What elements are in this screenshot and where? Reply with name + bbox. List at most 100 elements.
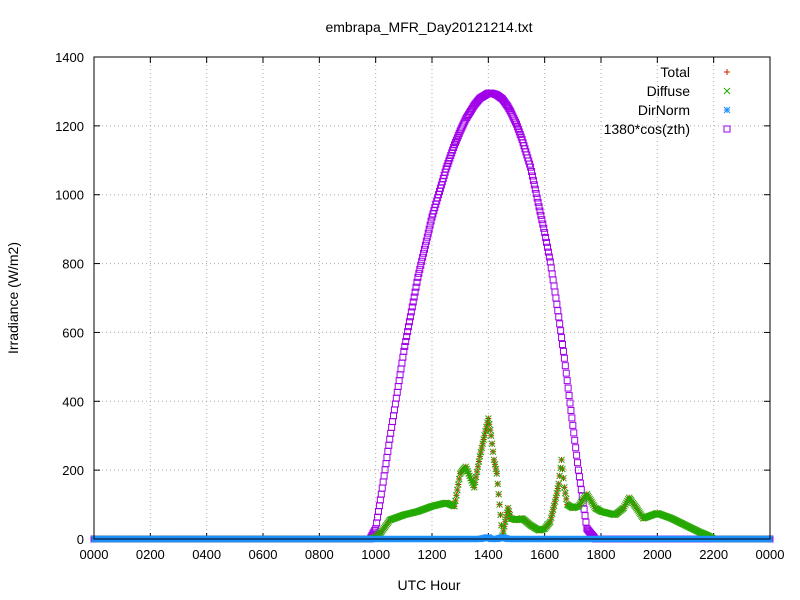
data-point [549, 506, 557, 514]
x-tick-label: 0000 [756, 547, 785, 562]
data-point [529, 176, 537, 184]
data-point [512, 118, 520, 126]
data-point [385, 441, 393, 449]
y-tick-label: 1000 [55, 188, 84, 203]
x-axis-label: UTC Hour [397, 577, 460, 593]
data-point [574, 466, 582, 474]
data-point [511, 116, 519, 124]
data-point [410, 293, 418, 301]
data-point [572, 444, 580, 452]
data-point [464, 467, 472, 475]
x-tick-label: 0000 [80, 547, 109, 562]
y-tick-label: 600 [62, 325, 84, 340]
data-point [484, 415, 492, 422]
x-tick-label: 0200 [136, 547, 165, 562]
legend-label: Total [660, 64, 690, 80]
data-point [551, 498, 559, 506]
data-point [559, 340, 567, 348]
data-point [552, 294, 560, 302]
x-tick-label: 1400 [474, 547, 503, 562]
data-point [455, 475, 463, 483]
data-point [561, 489, 569, 497]
data-point [549, 276, 557, 284]
x-tick-label: 1200 [418, 547, 447, 562]
data-point [416, 265, 424, 273]
data-point [556, 472, 564, 480]
data-point [550, 282, 558, 290]
data-point [531, 185, 539, 193]
data-point [581, 512, 589, 520]
y-tick-label: 200 [62, 463, 84, 478]
data-point [390, 406, 398, 414]
data-point [481, 431, 488, 439]
data-point [477, 448, 485, 456]
data-point [476, 453, 484, 460]
data-point [396, 371, 404, 379]
x-tick-label: 1800 [587, 547, 616, 562]
data-point [408, 303, 416, 311]
data-point [576, 479, 584, 487]
data-point [575, 473, 583, 481]
y-tick-label: 0 [77, 532, 84, 547]
data-point [573, 451, 581, 459]
data-point [406, 313, 414, 321]
data-point [465, 470, 472, 477]
data-point [452, 497, 459, 505]
data-point [530, 181, 538, 189]
series-0 [91, 415, 773, 542]
data-point [544, 248, 552, 256]
data-point [485, 420, 493, 428]
data-point [388, 423, 396, 431]
data-point [577, 486, 585, 494]
data-point [547, 514, 555, 522]
data-point [480, 436, 487, 443]
data-point [546, 518, 554, 526]
data-point [533, 194, 541, 202]
data-point [542, 233, 550, 241]
data-point [560, 474, 567, 482]
y-tick-label: 800 [62, 257, 84, 272]
data-point [540, 224, 548, 232]
data-point [473, 468, 481, 476]
data-point [555, 480, 563, 488]
data-point [425, 225, 433, 233]
data-point [545, 253, 553, 261]
data-point [541, 229, 549, 237]
data-point [427, 217, 435, 225]
data-point [454, 132, 462, 140]
data-point [470, 484, 478, 491]
data-point [382, 460, 390, 468]
data-point [538, 216, 546, 224]
legend-marker [723, 125, 731, 133]
data-point [380, 472, 388, 480]
series-1 [90, 415, 774, 543]
data-point [414, 273, 422, 281]
data-point [387, 429, 395, 437]
legend-marker [723, 106, 731, 114]
data-point [495, 490, 503, 498]
data-point [571, 436, 579, 444]
x-tick-label: 1600 [530, 547, 559, 562]
data-point [375, 502, 383, 510]
data-point [386, 435, 394, 443]
data-point [466, 472, 473, 480]
data-point [555, 313, 563, 321]
data-point [547, 264, 555, 272]
data-point [559, 465, 566, 473]
data-point [567, 406, 575, 414]
legend-label: Diffuse [647, 83, 691, 99]
data-point [376, 496, 384, 504]
data-point [390, 412, 398, 420]
data-point [535, 203, 543, 211]
data-point [423, 233, 431, 241]
axis-ticks: 0000 0200 0400 0600 0800 1000 1200 1400 1600 1800… [55, 50, 784, 562]
data-point [562, 369, 570, 377]
data-point [478, 444, 486, 452]
data-point [620, 504, 627, 512]
data-point [413, 278, 421, 286]
data-point [412, 283, 420, 291]
data-point [474, 463, 482, 471]
data-point [403, 333, 411, 341]
data-point [453, 134, 461, 142]
